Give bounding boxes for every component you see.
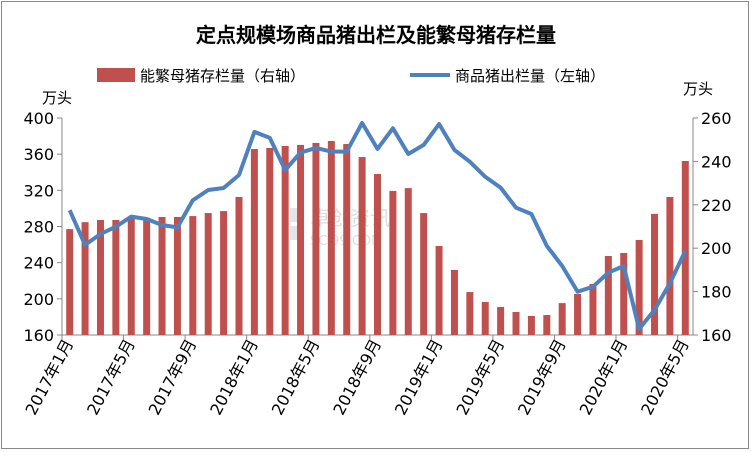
legend-bar-swatch [97, 68, 135, 82]
bar [312, 142, 320, 335]
bar [281, 145, 289, 335]
bar [620, 252, 628, 335]
bar [574, 293, 582, 335]
left-tick-label: 400 [23, 109, 54, 128]
bar [112, 219, 120, 335]
bar [235, 196, 243, 335]
bar [512, 311, 520, 335]
left-tick-label: 280 [23, 218, 54, 237]
bar [297, 144, 305, 335]
bar [527, 315, 535, 335]
legend: 能繁母猪存栏量（右轴） 商品猪出栏量（左轴） [97, 67, 605, 85]
bar [66, 229, 74, 335]
bar [604, 256, 612, 335]
right-tick-label: 200 [701, 239, 732, 258]
bar [158, 216, 166, 335]
right-tick-label: 220 [701, 196, 732, 215]
right-tick-label: 180 [701, 283, 732, 302]
bar [189, 216, 197, 335]
left-tick-label: 320 [23, 181, 54, 200]
x-tick-label: 2018年1月 [206, 336, 262, 418]
right-tick-label: 240 [701, 152, 732, 171]
bar [666, 196, 674, 335]
bar [389, 190, 397, 335]
bar [327, 141, 335, 335]
bar [173, 216, 181, 335]
chart-title: 定点规模场商品猪出栏及能繁母猪存栏量 [196, 23, 556, 47]
x-tick-label: 2019年9月 [514, 336, 570, 418]
left-axis-unit: 万头 [42, 89, 72, 107]
left-tick-label: 200 [23, 290, 54, 309]
bar [450, 269, 458, 335]
x-tick-label: 2019年1月 [391, 336, 447, 418]
x-tick-label: 2017年9月 [145, 336, 201, 418]
x-tick-label: 2018年9月 [329, 336, 385, 418]
bar [374, 173, 381, 335]
bar [343, 144, 351, 335]
left-tick-label: 360 [23, 145, 54, 164]
bar [681, 160, 689, 335]
bar [266, 147, 274, 335]
bar [558, 303, 566, 335]
bar [497, 307, 505, 335]
bar [96, 219, 104, 335]
x-tick-label: 2020年1月 [576, 336, 632, 418]
bar [543, 315, 551, 335]
left-tick-label: 240 [23, 254, 54, 273]
bar [127, 218, 135, 335]
right-tick-label: 160 [701, 326, 732, 345]
x-tick-label: 2017年5月 [83, 336, 139, 418]
bar [589, 284, 597, 335]
legend-bar-label: 能繁母猪存栏量（右轴） [140, 67, 305, 85]
bar [220, 211, 228, 335]
bar [420, 213, 428, 335]
bar [466, 292, 474, 335]
x-tick-label: 2018年5月 [268, 336, 324, 418]
right-tick-label: 260 [701, 109, 732, 128]
legend-line-label: 商品猪出栏量（左轴） [455, 67, 605, 85]
bar [635, 239, 643, 335]
bar [358, 157, 366, 335]
bar [250, 149, 258, 335]
bar [81, 222, 89, 335]
x-tick-label: 2017年1月 [22, 336, 78, 418]
bar [404, 188, 412, 335]
bar [651, 213, 659, 335]
bar [204, 213, 212, 335]
x-tick-label: 2019年5月 [452, 336, 508, 418]
left-tick-label: 160 [23, 326, 54, 345]
line-series [67, 121, 688, 331]
x-tick-label: 2020年5月 [637, 336, 693, 418]
right-axis-unit: 万头 [683, 80, 713, 98]
bar [481, 302, 489, 335]
bar [143, 217, 151, 335]
bar [435, 246, 443, 335]
